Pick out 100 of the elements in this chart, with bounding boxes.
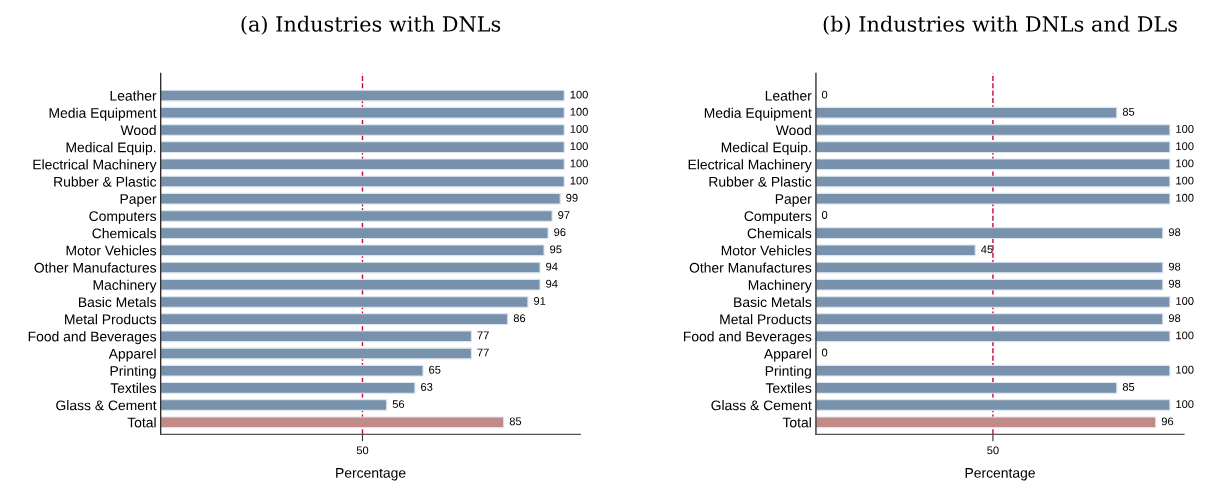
bar (815, 261, 1164, 274)
data-label: 100 (1176, 142, 1194, 151)
bar (160, 330, 472, 343)
data-label: 0 (821, 90, 828, 99)
data-label: 99 (566, 193, 578, 202)
bar (160, 244, 545, 257)
x-axis-title: Percentage (965, 468, 1035, 481)
y-tick-label: Textiles (110, 382, 157, 394)
y-tick-label: Wood (775, 124, 811, 136)
bar (815, 416, 1157, 429)
y-tick-label: Medical Equip. (721, 142, 811, 156)
y-tick-label: Paper (120, 194, 157, 207)
y-tick-label: Leather (765, 90, 812, 101)
bar (160, 296, 529, 308)
data-label: 98 (1168, 228, 1181, 237)
bar (160, 261, 541, 274)
y-tick-label: Electrical Machinery (33, 159, 157, 173)
data-label: 0 (821, 211, 828, 219)
bar (160, 210, 553, 222)
y-tick-label: Media Equipment (49, 107, 157, 121)
data-label: 94 (546, 262, 558, 271)
bar (815, 227, 1164, 240)
y-tick-label: Other Manufactures (689, 262, 812, 273)
bar (815, 382, 1118, 394)
data-label: 77 (477, 348, 489, 357)
x-axis-title: Percentage (336, 468, 406, 481)
y-tick-label: Apparel (763, 348, 811, 362)
y-tick-label: Metal Products (720, 314, 812, 325)
data-label: 100 (1176, 365, 1194, 374)
data-label: 100 (570, 176, 588, 185)
y-tick-label: Computers (89, 211, 157, 224)
bar (815, 124, 1171, 136)
y-tick-label: Apparel (108, 348, 156, 362)
y-tick-label: Basic Metals (78, 296, 157, 308)
data-label: 100 (1176, 159, 1194, 168)
bar (815, 175, 1171, 188)
data-label: 100 (1176, 176, 1194, 185)
bar (815, 278, 1164, 291)
bar (160, 158, 565, 171)
data-label: 65 (429, 365, 441, 374)
bar (160, 227, 549, 240)
data-label: 85 (1122, 107, 1135, 116)
data-label: 100 (1176, 297, 1194, 305)
y-tick-label: Food and Beverages (28, 331, 157, 345)
bar (160, 278, 541, 291)
bar (815, 106, 1118, 119)
data-label: 0 (821, 348, 828, 357)
data-label: 97 (558, 211, 570, 219)
bar (160, 313, 509, 325)
y-tick-label: Textiles (765, 382, 812, 394)
y-tick-label: Medical Equip. (66, 142, 156, 156)
x-tick-label: 50 (987, 446, 999, 455)
y-tick-label: Other Manufactures (34, 262, 157, 273)
y-tick-label: Paper (775, 194, 812, 207)
data-label: 100 (570, 107, 588, 116)
y-tick-label: Computers (744, 211, 812, 224)
y-tick-label: Leather (110, 90, 157, 101)
data-label: 100 (1176, 125, 1194, 133)
data-label: 45 (981, 245, 993, 254)
y-tick-label: Glass & Cement (711, 400, 812, 411)
y-tick-label: Total (782, 417, 811, 428)
y-tick-label: Machinery (93, 279, 157, 293)
data-label: 100 (570, 125, 588, 133)
data-label: 100 (570, 142, 588, 151)
data-label: 91 (533, 297, 546, 305)
bar (815, 158, 1171, 171)
y-tick-label: Metal Products (65, 314, 157, 325)
bar (160, 124, 565, 136)
bar (160, 364, 424, 377)
bar (815, 399, 1171, 411)
y-tick-label: Motor Vehicles (66, 245, 157, 256)
bar (160, 399, 388, 411)
chart-title: (b) Industries with DNLs and DLs (823, 15, 1177, 35)
bar (160, 89, 565, 102)
y-tick-label: Printing (110, 365, 156, 379)
data-label: 94 (546, 279, 558, 288)
y-tick-label: Rubber & Plastic (54, 176, 157, 187)
y-tick-label: Glass & Cement (56, 400, 157, 411)
data-label: 56 (392, 400, 405, 409)
data-label: 77 (477, 331, 489, 340)
y-tick-label: Food and Beverages (683, 331, 812, 345)
data-label: 85 (1122, 383, 1135, 391)
y-tick-label: Basic Metals (734, 296, 812, 308)
bar (815, 141, 1171, 154)
data-label: 100 (1176, 331, 1194, 340)
data-label: 63 (421, 383, 433, 391)
data-label: 100 (1176, 400, 1194, 409)
data-label: 98 (1168, 262, 1181, 271)
y-tick-label: Media Equipment (704, 107, 812, 121)
y-tick-label: Electrical Machinery (688, 159, 812, 173)
bar (160, 347, 472, 360)
y-tick-label: Total (127, 417, 156, 428)
bar (815, 244, 976, 257)
bar (815, 192, 1171, 205)
bar (815, 330, 1171, 343)
data-label: 85 (509, 417, 522, 426)
data-label: 100 (570, 90, 588, 99)
bar (160, 192, 561, 205)
bar (160, 141, 565, 154)
y-tick-label: Motor Vehicles (721, 245, 812, 256)
